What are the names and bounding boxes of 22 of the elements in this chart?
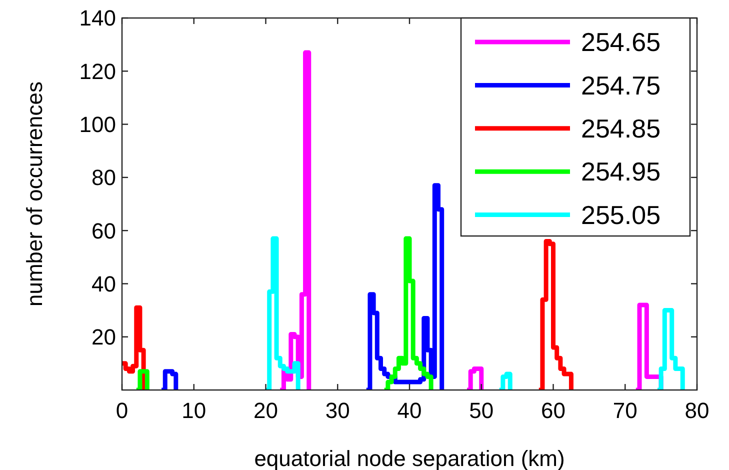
x-tick-label: 50 bbox=[469, 398, 494, 423]
y-tick-label: 60 bbox=[92, 218, 116, 244]
x-tick-label: 20 bbox=[254, 398, 278, 423]
x-tick-label: 80 bbox=[684, 398, 710, 423]
x-tick-label: 70 bbox=[612, 398, 638, 423]
legend-label: 254.65 bbox=[581, 27, 661, 58]
y-tick-label: 140 bbox=[79, 6, 116, 31]
legend-label: 254.95 bbox=[581, 156, 661, 187]
y-tick-label: 40 bbox=[92, 271, 116, 296]
legend-label: 254.75 bbox=[581, 70, 661, 100]
y-tick-label: 80 bbox=[92, 165, 116, 190]
y-tick-label: 100 bbox=[79, 112, 116, 137]
legend-label: 254.85 bbox=[581, 114, 661, 144]
y-axis-title: number of occurrences bbox=[22, 82, 47, 306]
y-tick-label: 120 bbox=[79, 58, 116, 84]
legend-label: 255.05 bbox=[581, 200, 661, 230]
y-tick-label: 20 bbox=[92, 324, 116, 350]
x-tick-label: 60 bbox=[541, 398, 566, 423]
x-tick-label: 40 bbox=[397, 398, 422, 423]
x-tick-label: 10 bbox=[182, 398, 206, 423]
x-tick-label: 30 bbox=[325, 398, 350, 423]
x-tick-label: 0 bbox=[116, 398, 128, 423]
